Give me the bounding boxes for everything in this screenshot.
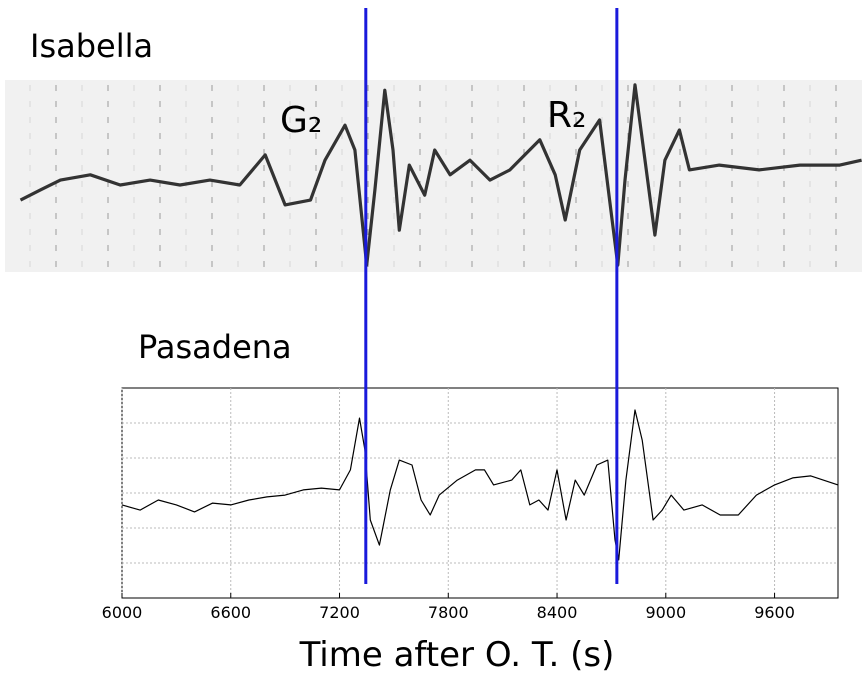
x-tick-label: 6000 xyxy=(102,603,143,622)
x-tick-label: 7200 xyxy=(319,603,360,622)
x-tick-label: 9600 xyxy=(754,603,795,622)
x-tick-label: 7800 xyxy=(428,603,469,622)
record-paper xyxy=(5,80,862,272)
x-tick-label: 8400 xyxy=(537,603,578,622)
panel-label: Pasadena xyxy=(138,328,292,366)
x-tick-label: 6600 xyxy=(210,603,251,622)
x-tick-label: 9000 xyxy=(645,603,686,622)
phase-label: G₂ xyxy=(280,100,322,141)
x-axis-label: Time after O. T. (s) xyxy=(299,635,615,673)
waveform xyxy=(19,83,862,267)
waveform xyxy=(121,409,839,561)
phase-label: R₂ xyxy=(547,95,586,136)
panel-label: Isabella xyxy=(30,27,153,65)
